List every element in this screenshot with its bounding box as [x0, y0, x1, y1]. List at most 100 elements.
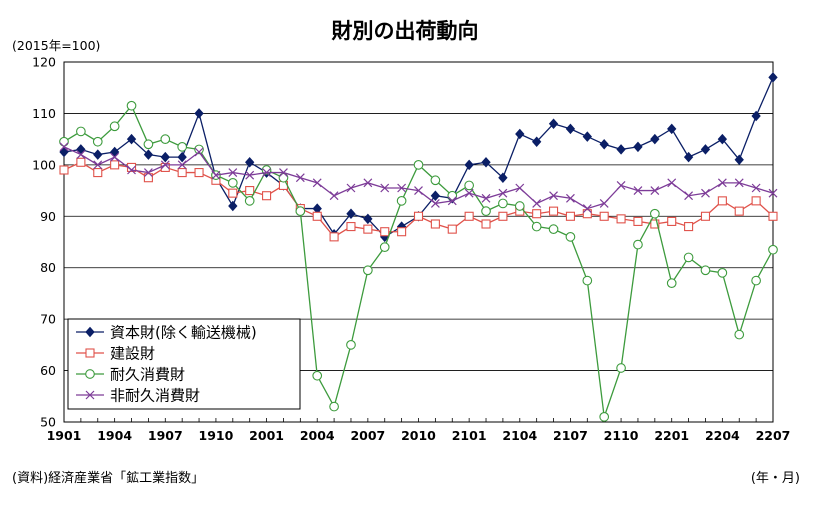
- data-point: [582, 209, 592, 219]
- data-point: [633, 216, 643, 226]
- data-point: [160, 162, 170, 172]
- data-point: [329, 191, 339, 201]
- data-point: [684, 222, 694, 232]
- data-point: [599, 211, 609, 221]
- data-point: [228, 168, 238, 177]
- data-point: [481, 157, 491, 168]
- data-point: [85, 348, 95, 358]
- data-point: [616, 181, 626, 190]
- data-point: [380, 183, 390, 193]
- series-layer: [59, 72, 778, 422]
- data-point: [565, 123, 576, 135]
- x-tick-label: 2010: [401, 428, 436, 443]
- series-4: [59, 142, 778, 213]
- x-tick-label: 2004: [300, 428, 335, 443]
- data-point: [127, 165, 136, 175]
- x-tick-label: 2110: [604, 428, 639, 443]
- legend-label: 非耐久消費財: [110, 387, 200, 405]
- data-point: [160, 151, 170, 163]
- data-point: [717, 178, 727, 188]
- data-point: [481, 219, 491, 229]
- data-point: [633, 141, 643, 153]
- x-unit-label: (年・月): [751, 471, 800, 486]
- data-point: [447, 190, 458, 201]
- legend-item: 耐久消費財: [76, 366, 185, 384]
- data-point: [565, 211, 575, 221]
- data-point: [582, 204, 592, 213]
- data-point: [363, 213, 373, 225]
- data-point: [633, 186, 643, 195]
- x-tick-label: 2107: [553, 428, 588, 443]
- data-point: [194, 168, 204, 178]
- data-point: [346, 183, 356, 193]
- data-point: [126, 133, 137, 145]
- data-point: [397, 183, 407, 193]
- data-point: [700, 265, 711, 276]
- series-line: [63, 161, 774, 238]
- y-tick-label: 90: [40, 209, 56, 224]
- data-point: [245, 170, 255, 180]
- data-point: [734, 178, 744, 188]
- data-point: [447, 224, 457, 234]
- unit-label: (2015年=100): [12, 38, 100, 53]
- data-point: [649, 208, 660, 219]
- data-point: [59, 165, 69, 175]
- y-axis: 50 60 70 80 90 100 110 120: [32, 55, 56, 430]
- series-2: [59, 157, 778, 242]
- data-point: [430, 199, 440, 208]
- data-point: [464, 211, 474, 221]
- x-tick-label: 2204: [705, 428, 740, 443]
- data-point: [413, 211, 424, 221]
- data-point: [464, 159, 474, 171]
- data-point: [143, 149, 154, 160]
- data-point: [616, 363, 626, 373]
- data-point: [126, 100, 137, 111]
- x-tick-label: 1907: [148, 428, 183, 443]
- data-point: [363, 224, 373, 234]
- data-point: [346, 340, 356, 350]
- data-point: [244, 196, 255, 206]
- data-point: [650, 219, 660, 229]
- data-point: [346, 222, 356, 232]
- data-point: [616, 144, 626, 155]
- data-point: [143, 173, 153, 183]
- data-point: [751, 110, 761, 122]
- data-point: [278, 172, 289, 183]
- data-point: [177, 168, 187, 178]
- data-point: [76, 157, 86, 167]
- data-point: [667, 216, 677, 226]
- data-point: [177, 160, 187, 170]
- data-point: [599, 412, 610, 422]
- data-point: [85, 369, 95, 379]
- data-point: [177, 142, 188, 152]
- data-point: [751, 275, 761, 286]
- data-point: [312, 178, 322, 188]
- data-point: [346, 208, 356, 219]
- data-point: [76, 150, 86, 159]
- data-point: [599, 139, 609, 150]
- data-point: [548, 118, 559, 129]
- data-point: [531, 136, 542, 147]
- data-point: [582, 131, 592, 142]
- data-point: [684, 191, 694, 201]
- y-tick-label: 100: [32, 157, 56, 172]
- data-point: [177, 151, 187, 163]
- data-point: [92, 136, 103, 147]
- data-point: [262, 191, 272, 201]
- x-tick-label: 1904: [97, 428, 132, 443]
- data-point: [228, 188, 238, 198]
- data-point: [295, 206, 306, 216]
- legend-label: 耐久消費財: [110, 366, 185, 384]
- data-point: [515, 128, 525, 140]
- data-point: [700, 144, 711, 155]
- data-point: [464, 180, 474, 191]
- data-point: [93, 168, 103, 178]
- data-point: [194, 108, 204, 119]
- data-point: [262, 168, 271, 177]
- y-tick-label: 110: [32, 106, 56, 121]
- x-tick-label: 2007: [350, 428, 385, 443]
- data-point: [650, 186, 660, 195]
- data-point: [700, 211, 711, 221]
- data-point: [110, 160, 120, 170]
